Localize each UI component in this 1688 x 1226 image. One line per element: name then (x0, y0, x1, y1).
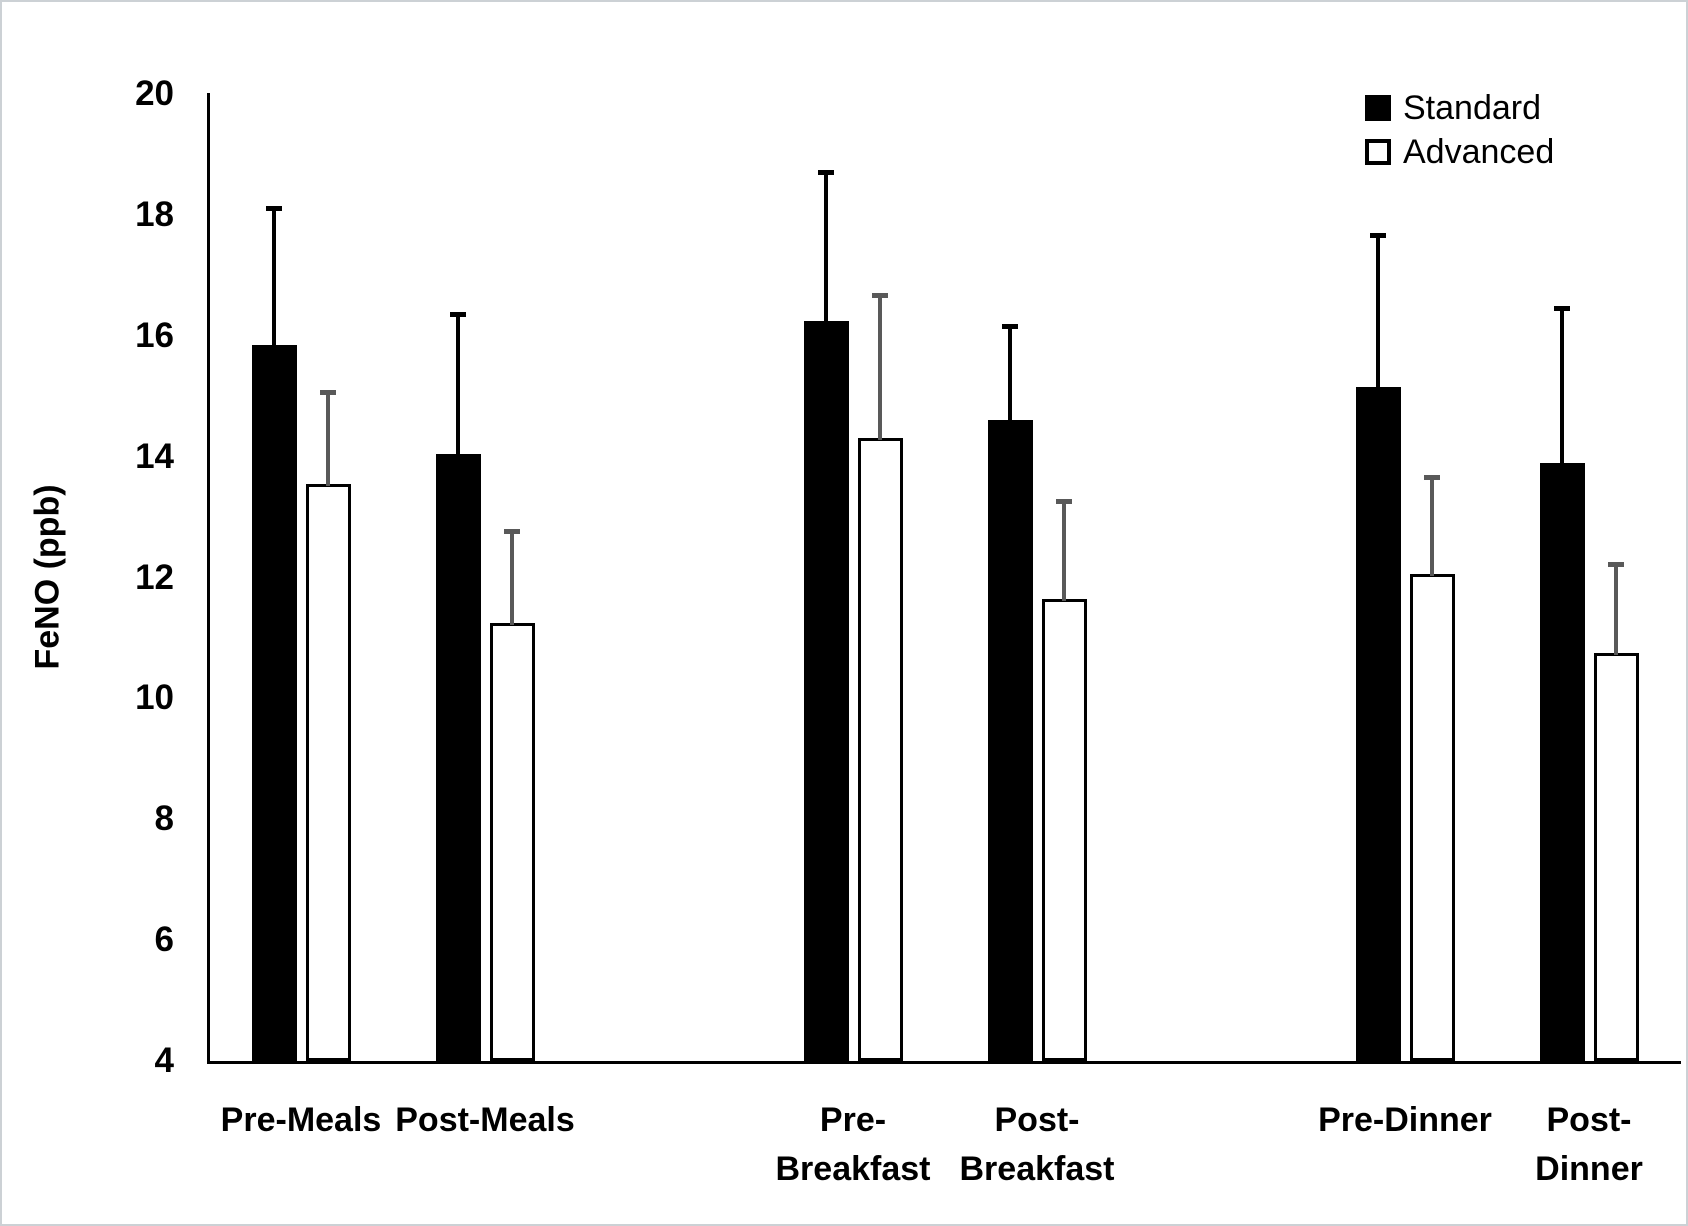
error-bar-cap (1002, 323, 1018, 329)
error-bar (510, 531, 514, 625)
x-axis-label-line: Pre- (819, 1101, 887, 1139)
x-axis-label-line: Post-Meals (395, 1101, 575, 1139)
error-bar-cap (1554, 305, 1570, 311)
y-tick-label: 4 (154, 1041, 174, 1080)
y-tick-label: 10 (135, 678, 174, 718)
error-bar-cap (1424, 474, 1440, 480)
bar-advanced-post-breakfast (1041, 598, 1087, 1061)
error-bar-cap (1370, 233, 1386, 238)
x-axis-label-line: Breakfast (959, 1150, 1115, 1188)
error-bar (878, 295, 882, 441)
x-axis-label-post-dinner: Post- Dinner (1497, 1096, 1681, 1194)
error-bar (1430, 476, 1434, 577)
error-bar (824, 171, 828, 323)
legend-label: Advanced (1403, 132, 1555, 171)
x-axis-line (207, 1061, 1681, 1064)
bar-standard-pre-breakfast (803, 320, 849, 1061)
x-axis-label-line: Pre-Meals (220, 1101, 382, 1139)
legend-swatch-standard (1365, 95, 1391, 121)
error-bar (456, 313, 460, 456)
error-bar (1376, 235, 1380, 390)
x-axis-label-pre-dinner: Pre-Dinner (1313, 1096, 1497, 1145)
bar-advanced-post-meals (489, 622, 535, 1061)
legend-entry-standard: Standard (1365, 89, 1554, 127)
error-bar (272, 207, 276, 347)
x-axis-label-pre-meals: Pre-Meals (209, 1096, 393, 1145)
x-axis-label-pre-breakfast: Pre- Breakfast (761, 1096, 945, 1194)
y-tick-label: 14 (135, 436, 174, 476)
error-bar-cap (1608, 562, 1624, 568)
x-axis-label-post-meals: Post-Meals (393, 1096, 577, 1145)
bar-advanced-pre-dinner (1409, 574, 1455, 1061)
x-axis-label-post-breakfast: Post- Breakfast (945, 1096, 1129, 1194)
legend-label: Standard (1403, 88, 1541, 127)
y-axis-line (207, 93, 210, 1064)
y-tick-label: 12 (135, 557, 174, 597)
error-bar-cap (266, 205, 282, 211)
y-tick-label: 6 (154, 920, 174, 960)
x-axis-label-line: Dinner (1535, 1150, 1643, 1188)
legend-entry-advanced: Advanced (1365, 133, 1554, 171)
bar-standard-post-dinner (1539, 462, 1585, 1061)
y-tick-label: 8 (154, 799, 174, 839)
x-axis-label-line: Breakfast (775, 1150, 931, 1188)
bar-standard-post-meals (435, 453, 481, 1061)
x-axis-label-line: Post- (994, 1101, 1080, 1139)
bar-standard-post-breakfast (987, 420, 1033, 1061)
error-bar-cap (320, 390, 336, 396)
y-tick-label: 18 (135, 194, 174, 234)
error-bar (1062, 500, 1066, 601)
legend-swatch-advanced (1365, 139, 1391, 165)
bar-advanced-pre-meals (305, 483, 351, 1061)
bar-advanced-post-dinner (1593, 653, 1639, 1061)
bar-standard-pre-meals (251, 344, 297, 1061)
error-bar-cap (1056, 498, 1072, 504)
bar-advanced-pre-breakfast (857, 438, 903, 1061)
error-bar-cap (504, 529, 520, 535)
error-bar (1008, 325, 1012, 423)
error-bar (326, 392, 330, 486)
error-bar-cap (872, 293, 888, 299)
error-bar-cap (818, 169, 834, 175)
error-bar (1614, 564, 1618, 656)
x-axis-label-line: Post- (1546, 1101, 1632, 1139)
legend: Standard Advanced (1365, 89, 1554, 183)
error-bar-cap (450, 311, 466, 317)
error-bar (1560, 307, 1564, 465)
bar-standard-pre-dinner (1355, 387, 1401, 1061)
y-tick-label: 20 (135, 74, 174, 113)
x-axis-label-line: Pre-Dinner (1318, 1101, 1492, 1139)
y-tick-label: 16 (135, 315, 174, 355)
